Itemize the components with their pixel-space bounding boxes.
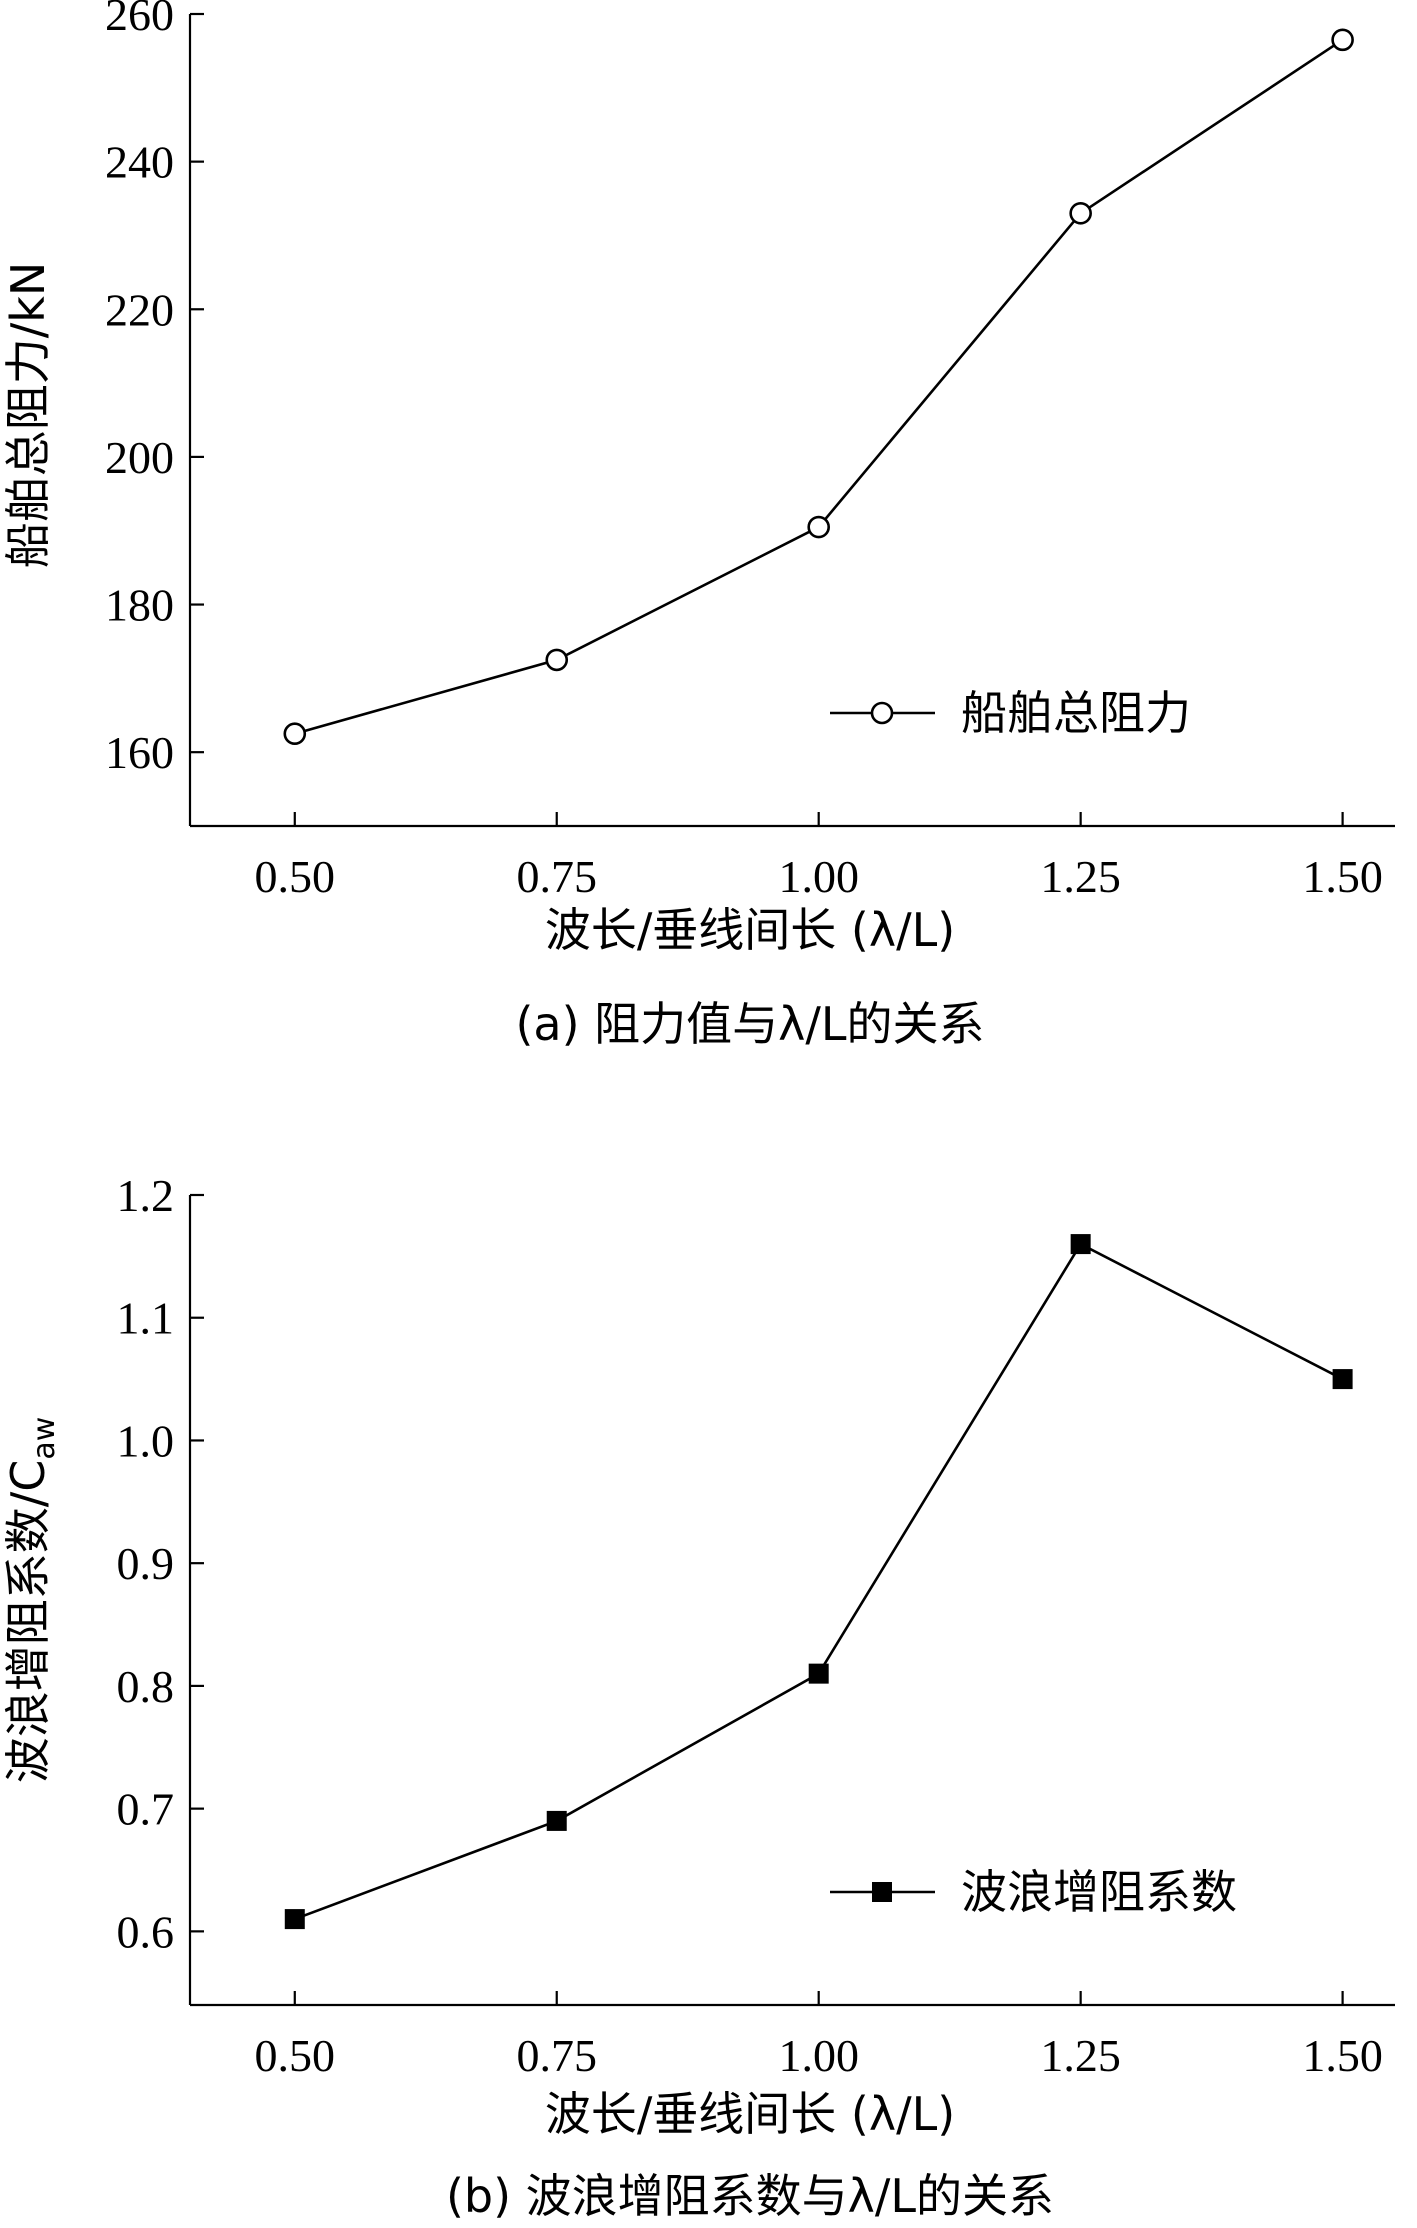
data-point (1069, 202, 1092, 225)
data-point (1331, 28, 1354, 52)
data-point (1070, 1234, 1091, 1255)
x-tick-label: 1.25 (1040, 851, 1121, 902)
chart-b-legend: 波浪增阻系数 (830, 1865, 1237, 1919)
y-tick-label: 0.6 (117, 1906, 175, 1957)
legend-marker (872, 1882, 892, 1902)
chart-a-y-ticks: 160 180 200 220 240 260 (105, 0, 204, 778)
y-tick-label: 1.2 (117, 1170, 175, 1221)
data-point (284, 1909, 305, 1930)
x-tick-label: 0.50 (255, 2030, 336, 2081)
x-tick-label: 1.25 (1040, 2030, 1121, 2081)
data-point (807, 515, 830, 539)
series-line (294, 38, 1344, 735)
y-tick-label: 0.9 (117, 1538, 175, 1589)
y-tick-label: 260 (105, 0, 174, 40)
data-point (808, 1663, 829, 1684)
chart-b-y-axis-title: 波浪增阻系数/Caw (1, 1417, 62, 1784)
chart-a-caption: (a) 阻力值与λ/L的关系 (515, 997, 984, 1051)
y-tick-label: 1.0 (117, 1415, 175, 1466)
chart-b-y-ticks: 0.6 0.7 0.8 0.9 1.0 1.1 1.2 (117, 1170, 204, 1957)
legend-label: 船舶总阻力 (961, 686, 1191, 740)
legend-marker (870, 701, 894, 725)
chart-b-y-axis-title-main: 波浪增阻系数/C (1, 1460, 55, 1784)
x-tick-label: 1.00 (778, 2030, 859, 2081)
y-tick-label: 1.1 (117, 1293, 175, 1344)
y-tick-label: 0.8 (117, 1661, 175, 1712)
chart-a-series (283, 28, 1354, 746)
data-point (1332, 1369, 1353, 1390)
chart-b-x-axis-title: 波长/垂线间长 (λ/L) (545, 2087, 955, 2141)
y-tick-label: 200 (105, 432, 174, 483)
chart-b-y-axis-title-subscript: aw (27, 1417, 62, 1460)
data-point (283, 722, 307, 746)
chart-b-x-ticks: 0.50 0.75 1.00 1.25 1.50 (255, 1991, 1383, 2081)
chart-a-legend: 船舶总阻力 (830, 686, 1191, 740)
chart-a-x-ticks: 0.50 0.75 1.00 1.25 1.50 (255, 812, 1383, 902)
series-line (294, 1242, 1344, 1921)
y-tick-label: 240 (105, 137, 174, 188)
y-tick-label: 180 (105, 580, 174, 631)
y-tick-label: 220 (105, 284, 174, 335)
chart-a-axes (188, 14, 1395, 828)
chart-a-x-axis-title: 波长/垂线间长 (λ/L) (545, 903, 955, 957)
data-point (545, 648, 569, 672)
x-tick-label: 1.50 (1302, 851, 1383, 902)
chart-b-series (284, 1234, 1353, 1930)
data-point (546, 1810, 567, 1831)
x-tick-label: 0.75 (516, 851, 597, 902)
chart-wave-resistance-coefficient: 0.6 0.7 0.8 0.9 1.0 1.1 1.2 0.50 0.75 1.00 1.25 1.… (1, 1170, 1395, 2223)
x-tick-label: 1.00 (778, 851, 859, 902)
x-tick-label: 0.50 (255, 851, 336, 902)
legend-label: 波浪增阻系数 (961, 1865, 1237, 1919)
x-tick-label: 0.75 (516, 2030, 597, 2081)
chart-b-axes (188, 1195, 1395, 2007)
x-tick-label: 1.50 (1302, 2030, 1383, 2081)
y-tick-label: 0.7 (117, 1784, 175, 1835)
y-tick-label: 160 (105, 727, 174, 778)
chart-b-caption: (b) 波浪增阻系数与λ/L的关系 (446, 2169, 1054, 2223)
chart-a-y-axis-title: 船舶总阻力/kN (1, 262, 55, 569)
